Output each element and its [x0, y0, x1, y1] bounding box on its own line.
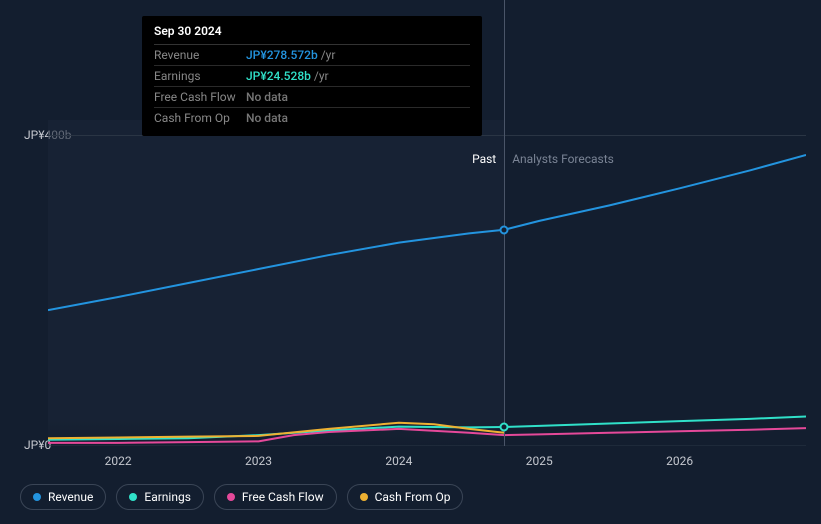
tooltip: Sep 30 2024 RevenueJP¥278.572b/yrEarning… [142, 16, 482, 136]
tooltip-row: Free Cash FlowNo data [154, 87, 470, 108]
tooltip-unit: /yr [321, 48, 336, 62]
marker-earnings [500, 422, 509, 431]
past-label: Past [472, 152, 496, 166]
legend-label: Free Cash Flow [242, 490, 324, 504]
legend-label: Earnings [144, 490, 191, 504]
forecast-label: Analysts Forecasts [512, 152, 614, 166]
x-axis-label: 2025 [526, 454, 553, 468]
x-axis-label: 2023 [245, 454, 272, 468]
x-axis-label: 2024 [385, 454, 412, 468]
crosshair-line [504, 0, 505, 446]
legend-dot-icon [129, 493, 137, 501]
plot-area[interactable]: Past Analysts Forecasts [48, 120, 806, 446]
tooltip-value: JP¥24.528b [246, 69, 311, 83]
tooltip-key: Cash From Op [154, 111, 246, 125]
legend-item-earnings[interactable]: Earnings [116, 484, 204, 510]
tooltip-key: Revenue [154, 48, 246, 62]
tooltip-value: No data [246, 90, 288, 104]
chart-svg [48, 120, 806, 446]
legend-dot-icon [227, 493, 235, 501]
tooltip-row: EarningsJP¥24.528b/yr [154, 66, 470, 87]
marker-revenue [500, 225, 509, 234]
legend-item-revenue[interactable]: Revenue [20, 484, 106, 510]
legend-dot-icon [360, 493, 368, 501]
x-axis-label: 2022 [105, 454, 132, 468]
tooltip-row: Cash From OpNo data [154, 108, 470, 128]
tooltip-value: JP¥278.572b [246, 48, 318, 62]
x-axis-label: 2026 [666, 454, 693, 468]
tooltip-key: Earnings [154, 69, 246, 83]
legend-dot-icon [33, 493, 41, 501]
legend-item-cash-from-op[interactable]: Cash From Op [347, 484, 464, 510]
chart-container: JP¥400bJP¥0 Past Analysts Forecasts 2022… [18, 120, 806, 446]
legend-item-free-cash-flow[interactable]: Free Cash Flow [214, 484, 337, 510]
legend: Revenue Earnings Free Cash Flow Cash From O… [20, 484, 463, 510]
tooltip-unit: /yr [314, 69, 329, 83]
tooltip-key: Free Cash Flow [154, 90, 246, 104]
tooltip-value: No data [246, 111, 288, 125]
legend-label: Revenue [48, 490, 93, 504]
tooltip-row: RevenueJP¥278.572b/yr [154, 45, 470, 66]
legend-label: Cash From Op [375, 490, 451, 504]
tooltip-title: Sep 30 2024 [154, 24, 470, 45]
